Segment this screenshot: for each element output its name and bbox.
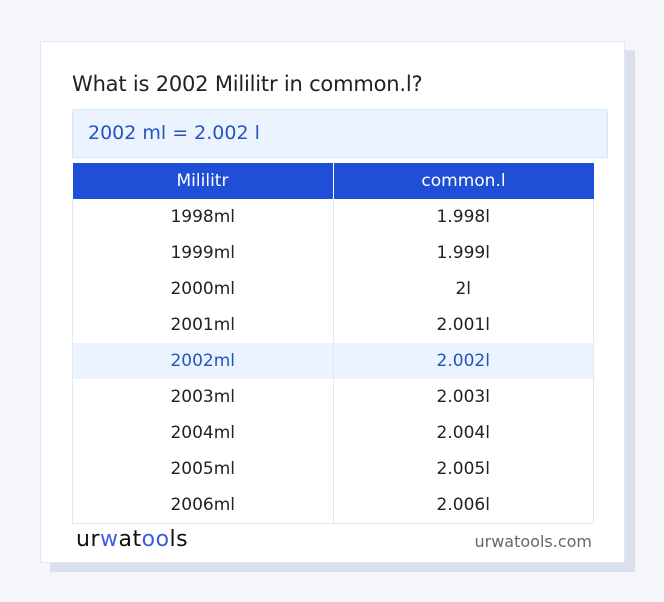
cell-l: 2.003l <box>332 379 594 415</box>
cell-ml: 2004ml <box>72 415 334 451</box>
table-row: 2000ml 2l <box>72 271 594 307</box>
cell-ml: 1999ml <box>72 235 334 271</box>
site-url: urwatools.com <box>474 532 593 551</box>
cell-ml: 2000ml <box>72 271 334 307</box>
table-row: 2004ml 2.004l <box>72 415 594 451</box>
cell-l: 1.998l <box>332 199 594 235</box>
result-box: 2002 ml = 2.002 l <box>72 109 608 158</box>
cell-ml: 2002ml <box>72 343 334 379</box>
table-row: 2006ml 2.006l <box>72 487 594 524</box>
table-row: 1998ml 1.998l <box>72 199 594 235</box>
table-row: 1999ml 1.999l <box>72 235 594 271</box>
page-title: What is 2002 Mililitr in common.l? <box>72 72 423 96</box>
table-row: 2005ml 2.005l <box>72 451 594 487</box>
cell-ml: 2003ml <box>72 379 334 415</box>
cell-l: 2.006l <box>332 487 594 524</box>
cell-ml: 2006ml <box>72 487 334 524</box>
cell-l: 2.005l <box>332 451 594 487</box>
cell-l: 2.001l <box>332 307 594 343</box>
cell-l: 2l <box>332 271 594 307</box>
cell-ml: 2001ml <box>72 307 334 343</box>
cell-ml: 1998ml <box>72 199 334 235</box>
cell-l: 1.999l <box>332 235 594 271</box>
conversion-table: Mililitr common.l 1998ml 1.998l 1999ml 1… <box>72 163 594 524</box>
table-row: 2003ml 2.003l <box>72 379 594 415</box>
table-row-highlighted: 2002ml 2.002l <box>72 343 594 379</box>
table-row: 2001ml 2.001l <box>72 307 594 343</box>
urwatools-logo: urwatools <box>76 527 189 552</box>
conversion-card: What is 2002 Mililitr in common.l? 2002 … <box>40 41 625 563</box>
cell-l: 2.004l <box>332 415 594 451</box>
header-common-l: common.l <box>332 163 594 199</box>
cell-ml: 2005ml <box>72 451 334 487</box>
header-mililitr: Mililitr <box>72 163 333 199</box>
table-header-row: Mililitr common.l <box>72 163 594 199</box>
cell-l: 2.002l <box>332 343 594 379</box>
